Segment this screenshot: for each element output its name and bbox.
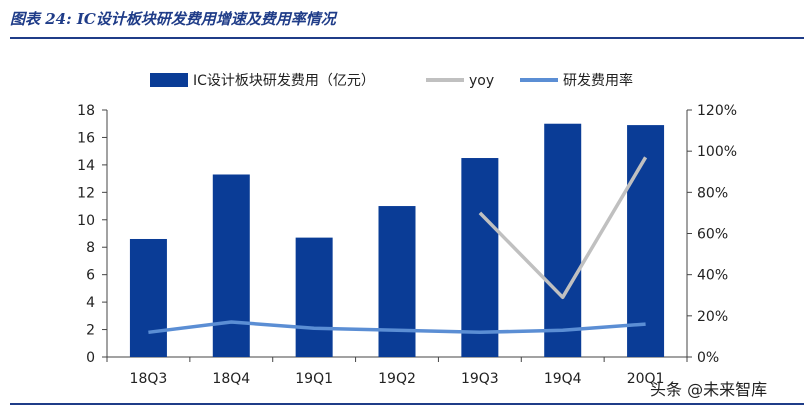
expense-ratio-line — [148, 320, 646, 335]
title-rule — [10, 37, 804, 39]
bottom-rule — [10, 403, 804, 405]
legend-label-ratio: 研发费用率 — [563, 72, 633, 89]
bar — [544, 123, 582, 357]
right-tick-label: 40% — [697, 268, 728, 284]
x-tick-label: 19Q3 — [461, 371, 499, 387]
lines — [148, 156, 648, 335]
right-tick-label: 120% — [697, 103, 737, 119]
x-tick-label: 18Q4 — [212, 371, 250, 387]
right-tick-label: 80% — [697, 185, 728, 201]
left-tick-label: 18 — [77, 103, 95, 119]
x-tick-label: 18Q3 — [130, 371, 168, 387]
yoy-line — [478, 156, 648, 300]
bar — [627, 125, 665, 357]
legend-swatch-bar — [150, 73, 188, 87]
right-tick-label: 100% — [697, 144, 737, 160]
x-tick-label: 19Q1 — [295, 371, 333, 387]
left-tick-label: 4 — [86, 295, 95, 311]
left-tick-label: 6 — [86, 268, 95, 284]
bar — [212, 174, 250, 357]
bar — [295, 237, 333, 357]
x-tick-label: 19Q4 — [544, 371, 582, 387]
watermark: 头条 @未来智库 — [650, 380, 768, 399]
bar — [129, 238, 167, 357]
left-tick-label: 14 — [77, 158, 95, 174]
left-tick-label: 2 — [86, 323, 95, 339]
axes: 0 2 4 6 8 10 12 14 16 18 0% 20% 40% 60% 80% 100% 120% 18Q… — [77, 103, 737, 387]
left-tick-label: 0 — [86, 350, 95, 366]
bars — [129, 123, 665, 357]
legend: IC设计板块研发费用（亿元） yoy 研发费用率 — [150, 72, 633, 89]
bar — [461, 158, 499, 357]
right-tick-label: 60% — [697, 227, 728, 243]
legend-label-yoy: yoy — [469, 73, 494, 89]
right-tick-label: 0% — [697, 350, 719, 366]
x-tick-label: 20Q1 — [627, 371, 665, 387]
figure-title: 图表 24: IC设计板块研发费用增速及费用率情况 — [10, 10, 336, 28]
left-tick-label: 16 — [77, 130, 95, 146]
left-tick-label: 8 — [86, 240, 95, 256]
left-tick-label: 12 — [77, 185, 95, 201]
left-tick-label: 10 — [77, 213, 95, 229]
right-tick-label: 20% — [697, 309, 728, 325]
x-tick-label: 19Q2 — [378, 371, 416, 387]
bar — [378, 206, 416, 357]
legend-label-bar: IC设计板块研发费用（亿元） — [193, 73, 375, 89]
